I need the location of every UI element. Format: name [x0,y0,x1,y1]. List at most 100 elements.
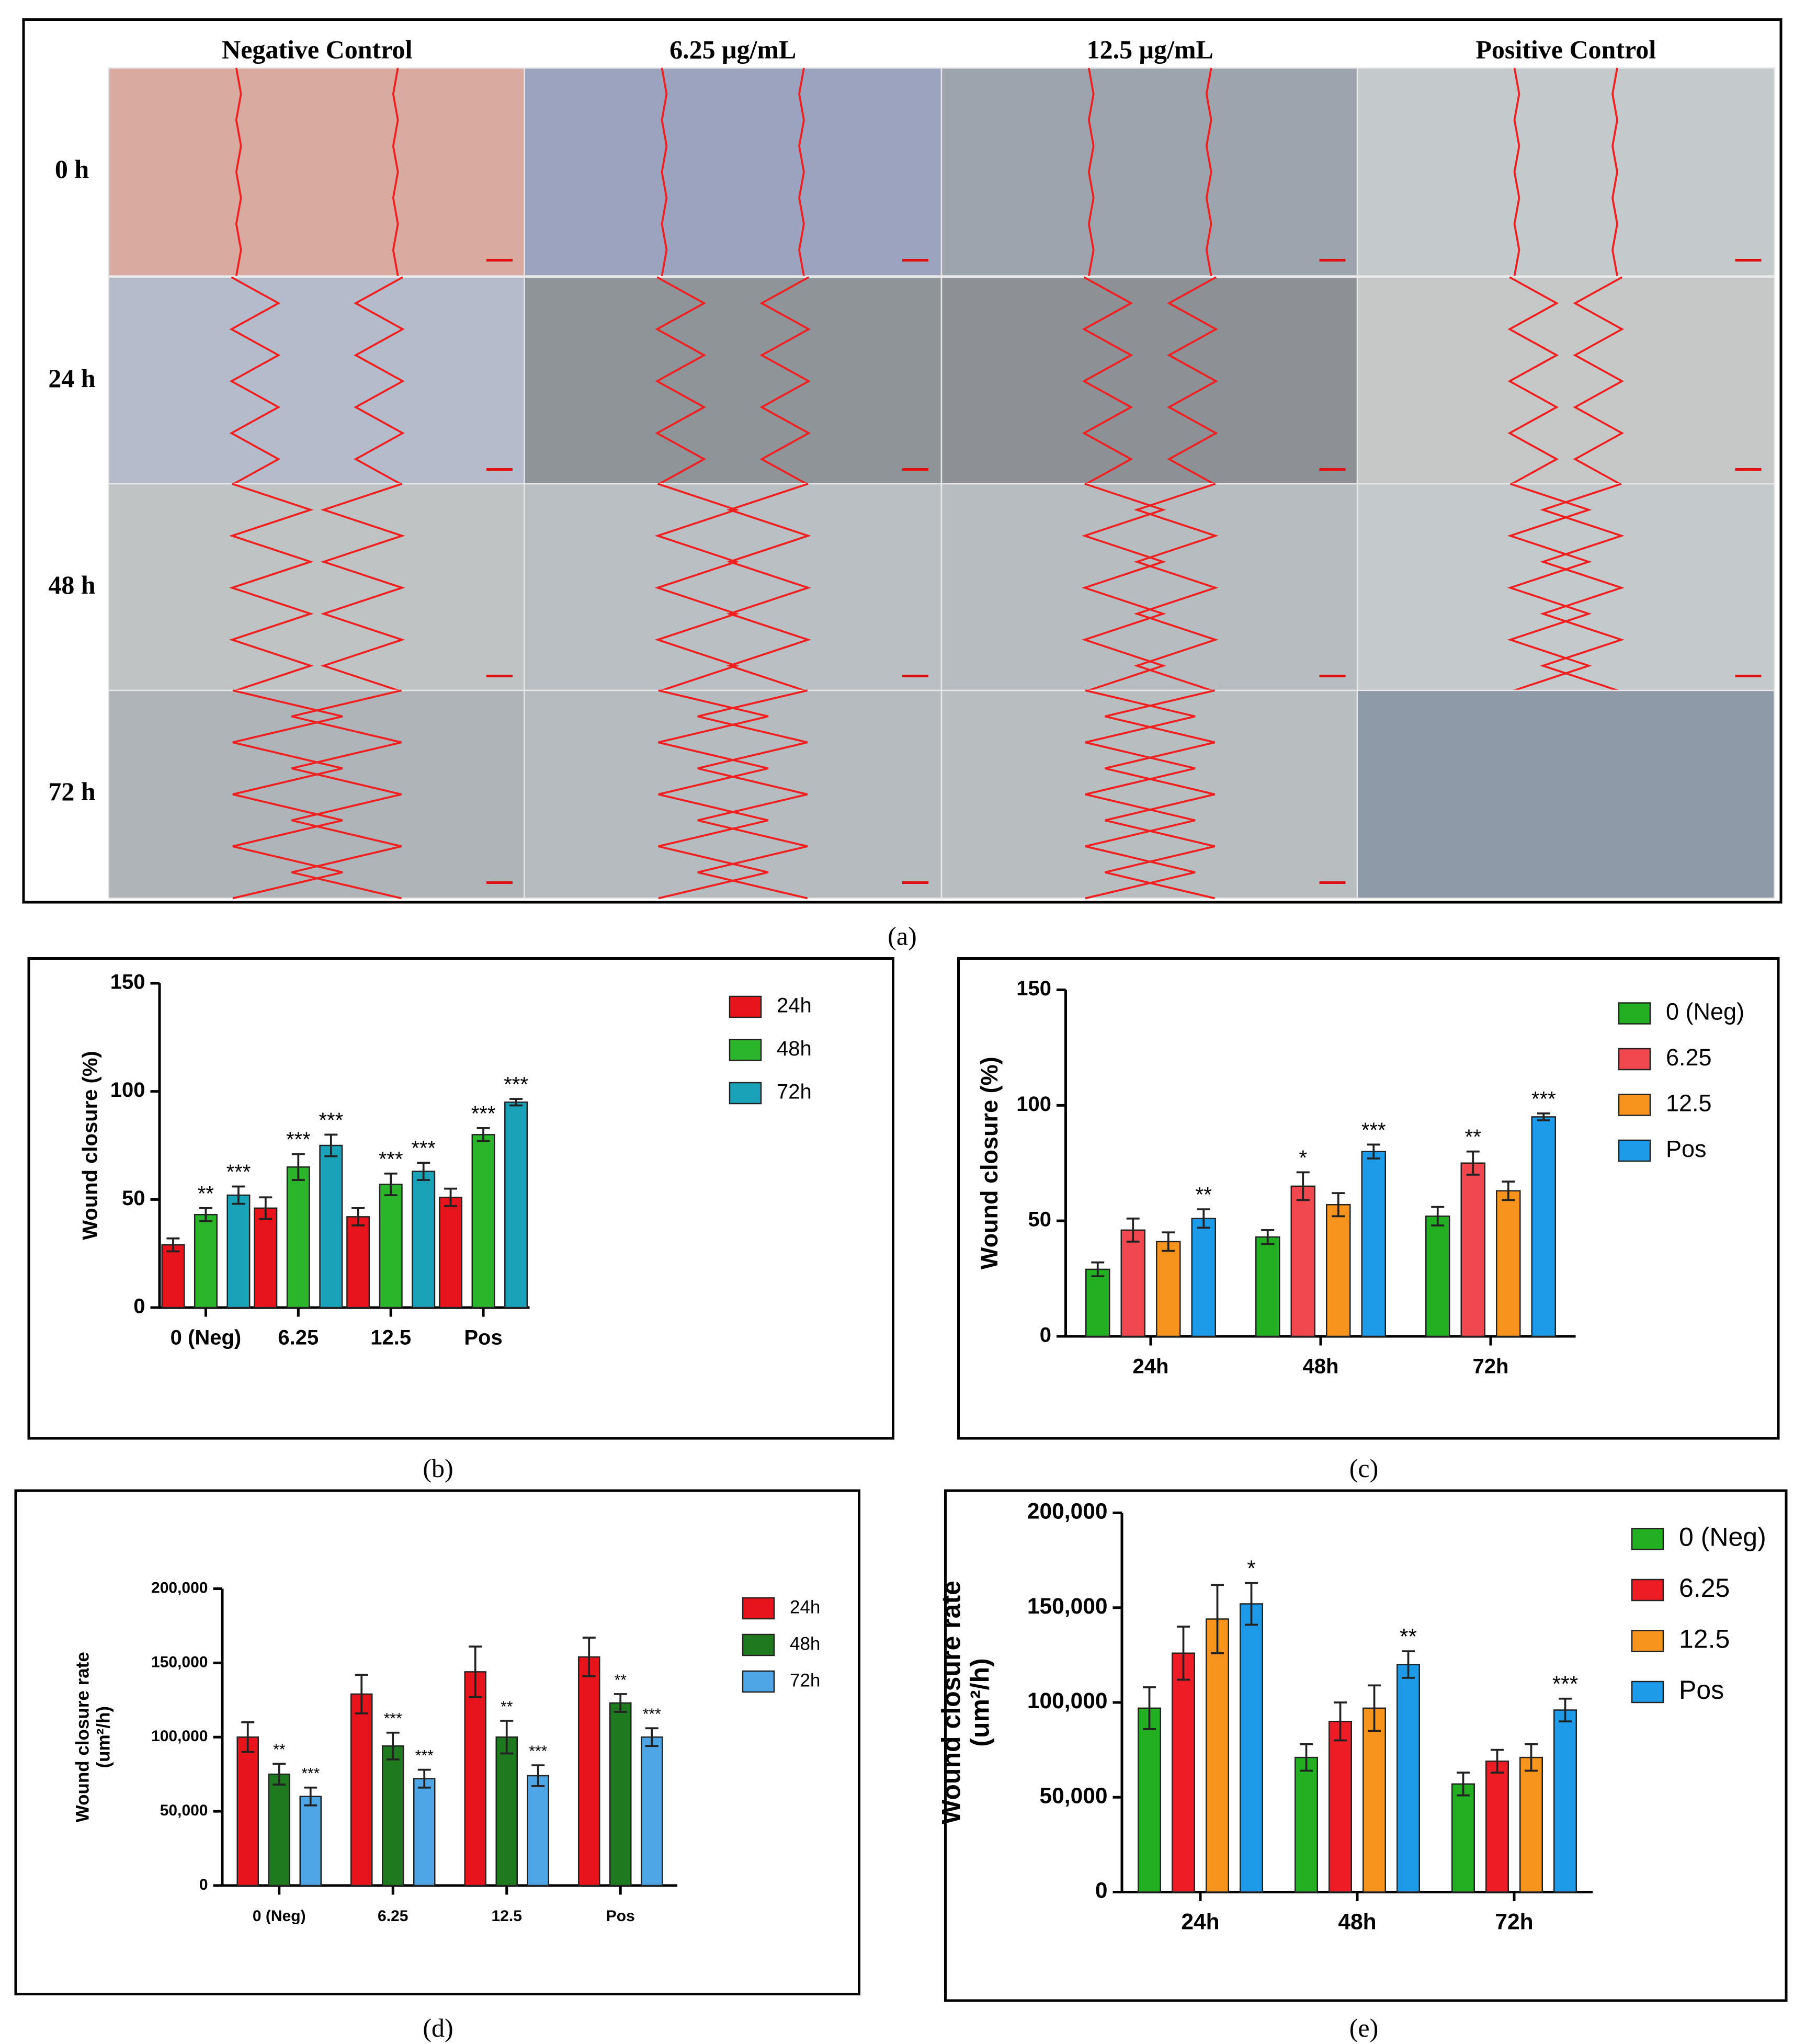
bar [527,1775,549,1887]
error-bar [444,1187,458,1207]
y-tick-label: 50 [122,1187,145,1210]
micrograph [1356,689,1775,899]
significance-label: ** [615,1672,627,1689]
significance-label: *** [1531,1087,1556,1110]
error-bar [582,1637,596,1677]
significance-label: *** [415,1747,434,1765]
bar [1290,1185,1315,1337]
row-label: 24 h [48,364,95,393]
legend-label: 48h [790,1633,820,1654]
error-bar [273,1763,286,1786]
y-tick-label: 0 [199,1876,208,1893]
y-tick-label: 200,000 [1027,1500,1108,1524]
bar [1460,1162,1485,1337]
wound-edge [1085,689,1196,900]
error-bar [1197,1208,1210,1229]
bar [379,1184,403,1309]
column-label: Positive Control [1475,35,1656,64]
bar [346,1216,370,1309]
bar [640,1736,663,1887]
bar [1396,1664,1420,1893]
legend-label: 6.25 [1666,1044,1712,1071]
bar [439,1196,463,1309]
micrograph [940,483,1359,692]
y-axis-label: (um²/h) [93,1706,113,1768]
bar [254,1207,278,1309]
error-bar [1296,1171,1310,1201]
wound-edge [697,689,808,900]
y-tick-label: 0 [133,1295,145,1318]
legend-label: 0 (Neg) [1666,998,1744,1025]
legend-label: 0 (Neg) [1679,1523,1766,1552]
micrograph [940,276,1359,486]
bar [495,1736,518,1887]
panel-label: (c) [1349,1453,1379,1483]
bar [194,1214,218,1309]
significance-label: ** [1400,1625,1417,1649]
error-bar [355,1674,368,1714]
bar [1239,1603,1263,1893]
y-axis-label: Wound closure (%) [79,1051,102,1240]
error-bar [259,1196,273,1220]
error-bar [199,1207,212,1222]
y-tick-label: 0 [1095,1879,1108,1903]
micrograph [524,67,943,277]
error-bar [417,1768,431,1789]
bar [1425,1216,1450,1337]
wound-edge [726,483,811,693]
bar [1361,1151,1386,1337]
legend-label: 12.5 [1679,1625,1730,1654]
significance-label: ** [273,1741,286,1758]
micrograph [1356,276,1775,486]
wound-edge [1507,483,1592,693]
micrograph [940,689,1359,899]
y-tick-label: 150 [110,971,145,994]
legend-swatch [1631,1630,1664,1652]
legend-swatch [1631,1579,1664,1602]
wound-edge [759,276,811,486]
legend-swatch [1618,1048,1651,1071]
x-tick-label: 48h [1303,1355,1339,1378]
wound-edge [1205,67,1212,276]
column-label: 6.25 μg/mL [669,35,796,64]
bar [1205,1618,1229,1893]
error-bar [469,1645,482,1698]
bar [471,1134,495,1309]
error-bar [417,1162,430,1182]
wound-edge [232,689,343,900]
y-tick-label: 200,000 [151,1579,208,1596]
bar [577,1656,600,1887]
bar [1531,1116,1556,1337]
error-bar [500,1720,514,1755]
panel-frame [14,1489,860,1996]
bar [464,1671,486,1887]
error-bar [1176,1626,1190,1681]
legend-swatch [729,995,762,1018]
column-label: Negative Control [222,35,412,64]
x-tick-label: 0 (Neg) [253,1907,306,1925]
bar [1120,1229,1145,1337]
error-bar [1537,1112,1550,1121]
legend-label: 24h [790,1597,820,1617]
error-bar [1142,1686,1156,1730]
error-bar [1333,1701,1347,1742]
micrograph [1356,483,1775,692]
error-bar [1299,1743,1313,1772]
y-tick-label: 100,000 [1027,1689,1108,1713]
legend-swatch [1631,1680,1664,1704]
error-bar [1261,1229,1275,1245]
bar [299,1796,322,1887]
significance-label: *** [319,1109,343,1132]
wound-edge [320,483,405,693]
legend-label: 72h [790,1670,820,1690]
row-label: 72 h [48,777,95,806]
y-tick-label: 150 [1016,977,1051,1000]
legend-label: Pos [1666,1135,1707,1162]
wound-edge [1507,276,1559,486]
error-bar [1332,1192,1345,1218]
micrograph [940,67,1359,277]
significance-label: * [1247,1557,1256,1581]
bar [226,1194,251,1309]
wound-edge [1087,67,1095,276]
wound-edge [798,67,805,276]
